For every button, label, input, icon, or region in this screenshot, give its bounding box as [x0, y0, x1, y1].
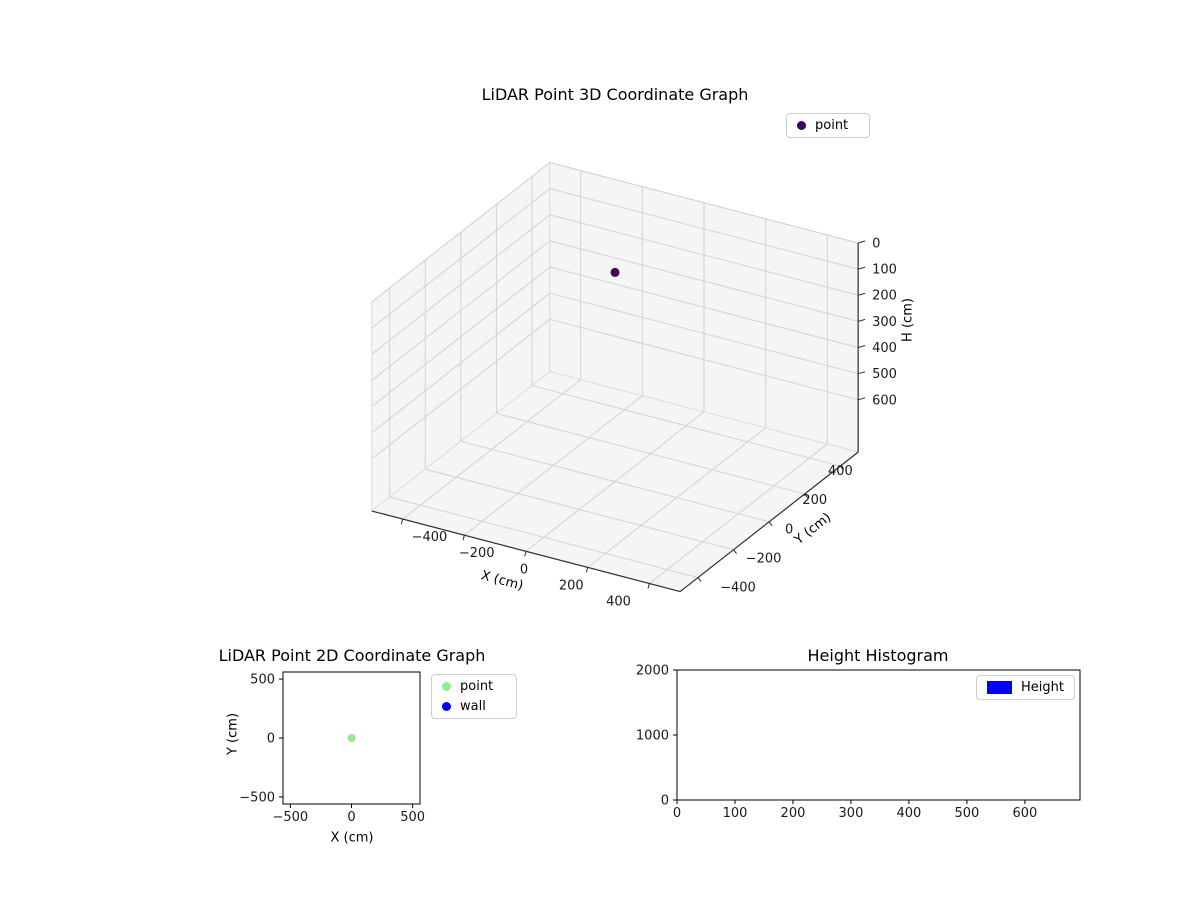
legend-item-wall-2d: wall [442, 699, 506, 714]
x-tick-label: 400 [606, 594, 631, 609]
wall-marker-icon [442, 702, 451, 711]
x-tick-label: 500 [955, 806, 980, 821]
tick-mark [858, 397, 866, 401]
legend-item-point-2d: point [442, 679, 506, 694]
y-tick-label: 200 [802, 493, 827, 508]
x-tick-label: 300 [839, 806, 864, 821]
legend-item-height: Height [987, 680, 1064, 695]
tick-mark [858, 345, 866, 349]
grid-line [549, 188, 859, 270]
grid-line [549, 161, 859, 244]
grid-line [371, 162, 551, 303]
tick-mark [858, 318, 866, 322]
tick-mark [733, 549, 737, 555]
plot2d-title: LiDAR Point 2D Coordinate Graph [218, 646, 486, 665]
tick-mark [839, 465, 844, 471]
tick-mark [858, 292, 866, 296]
tick-mark [697, 577, 702, 582]
scatter-point-3d [610, 267, 620, 277]
grid-line [389, 496, 699, 579]
grid-line [549, 292, 859, 375]
grid-line [371, 266, 551, 407]
z-tick-label: 0 [872, 236, 880, 251]
y-tick-label: −400 [720, 580, 756, 595]
grid-line [371, 240, 551, 381]
z-tick-label: 600 [872, 393, 897, 408]
plot2d-y-axis-label: Y (cm) [225, 712, 241, 756]
y-tick-label: −500 [239, 790, 275, 805]
grid-line [549, 214, 859, 296]
y-tick-label: 0 [785, 522, 793, 537]
histogram-legend: Height [976, 675, 1075, 700]
x-tick-label: 0 [673, 806, 681, 821]
tick-mark [804, 493, 809, 499]
tick-mark [647, 583, 650, 589]
x-tick-label: 0 [347, 810, 355, 825]
point-marker-icon [442, 682, 451, 691]
grid-line [549, 240, 859, 322]
z-tick-label: 100 [872, 263, 897, 278]
z-tick-label: 200 [872, 289, 897, 304]
grid-line [496, 412, 805, 495]
x-tick-label: 600 [1012, 806, 1037, 821]
legend-label-point-2d: point [460, 679, 494, 694]
plot3d-z-axis-label: H (cm) [900, 298, 916, 342]
legend-label-point-3d: point [815, 118, 849, 133]
z-tick-label: 500 [872, 367, 897, 382]
x-tick-label: 200 [781, 806, 806, 821]
y-tick-label: 1000 [636, 729, 669, 744]
legend-label-wall-2d: wall [460, 699, 486, 714]
z-tick-label: 300 [872, 315, 897, 330]
histogram-title: Height Histogram [807, 646, 949, 665]
y-tick-label: 0 [267, 732, 275, 747]
plot3d-title: LiDAR Point 3D Coordinate Graph [481, 85, 749, 104]
y-tick-label: 400 [828, 464, 853, 479]
grid-line [425, 468, 734, 551]
y-tick-label: 500 [250, 673, 275, 688]
tick-mark [858, 240, 866, 244]
x-tick-label: −200 [459, 546, 495, 561]
x-tick-label: 400 [897, 806, 922, 821]
height-patch-icon [987, 681, 1012, 694]
y-tick-label: 0 [661, 794, 669, 809]
tick-mark [524, 551, 527, 557]
x-tick-label: −500 [272, 810, 308, 825]
y-tick-label: 2000 [636, 664, 669, 679]
tick-mark [400, 518, 404, 525]
grid-line [371, 214, 551, 355]
plot3d-legend: point [786, 113, 870, 138]
x-tick-label: −400 [412, 530, 448, 545]
plot2d-legend: point wall [431, 674, 517, 719]
grid-line [371, 318, 551, 460]
grid-line [531, 385, 841, 467]
point-marker-icon [797, 121, 806, 130]
tick-mark [858, 371, 866, 375]
tick-mark [768, 521, 773, 527]
grid-line [371, 292, 551, 434]
legend-item-point-3d: point [797, 118, 859, 133]
grid-line [549, 318, 859, 401]
legend-label-height: Height [1021, 680, 1064, 695]
z-tick-label: 400 [872, 341, 897, 356]
grid-line [549, 266, 859, 349]
scatter-point-2d [347, 734, 356, 742]
x-tick-label: 0 [520, 562, 528, 577]
grid-line [371, 188, 551, 329]
x-tick-label: 500 [400, 810, 425, 825]
grid-line [460, 440, 770, 523]
y-tick-label: −200 [746, 551, 782, 566]
tick-mark [585, 567, 589, 573]
x-tick-label: 100 [723, 806, 748, 821]
tick-mark [462, 535, 465, 541]
x-tick-label: 200 [559, 578, 584, 593]
tick-mark [858, 266, 866, 270]
plot2d-x-axis-label: X (cm) [330, 830, 374, 846]
